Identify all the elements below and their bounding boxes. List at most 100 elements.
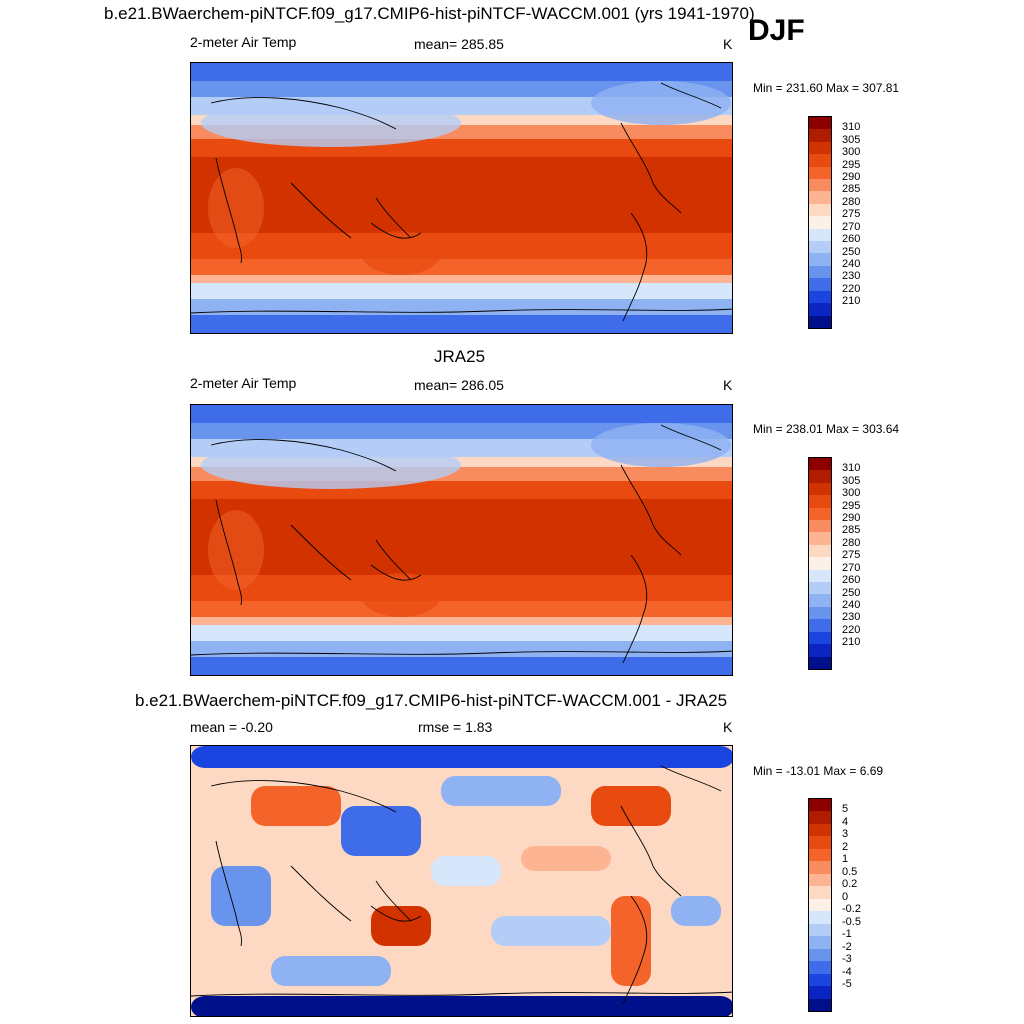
- coastline: [191, 991, 732, 997]
- colorbar-tick-label: -3: [842, 953, 852, 966]
- temperature-band: [191, 233, 732, 259]
- coastline: [620, 464, 682, 556]
- coastline: [660, 82, 722, 109]
- colorbar-tick-label: 310: [842, 462, 861, 475]
- field-region: [211, 866, 271, 926]
- panel3-minmax-label: Min = -13.01 Max = 6.69: [753, 764, 884, 778]
- colorbar-swatch: [809, 557, 831, 570]
- colorbar-tick-label: 295: [842, 499, 861, 512]
- colorbar-tick-label: 230: [842, 270, 861, 283]
- colorbar-swatch: [809, 129, 831, 142]
- panel2-map-svg: [191, 405, 732, 675]
- colorbar-tick-label: 230: [842, 611, 861, 624]
- colorbar-tick-label: 290: [842, 171, 861, 184]
- temperature-band: [191, 457, 732, 467]
- colorbar-swatch: [809, 936, 831, 949]
- coastline: [290, 182, 422, 239]
- coastline: [191, 650, 732, 656]
- colorbar-tick-label: 240: [842, 257, 861, 270]
- panel3-colorbar: [808, 798, 832, 1012]
- temperature-band: [191, 575, 732, 601]
- colorbar-swatch: [809, 973, 831, 987]
- field-region: [591, 423, 731, 467]
- temperature-band: [191, 315, 732, 333]
- panel1-map: [190, 62, 733, 334]
- colorbar-tick-label: 305: [842, 474, 861, 487]
- colorbar-tick-label: 5: [842, 803, 849, 816]
- coastline: [290, 865, 422, 922]
- panel3-map-svg: [191, 746, 732, 1016]
- temperature-band: [191, 625, 732, 641]
- colorbar-tick-label: 290: [842, 512, 861, 525]
- colorbar-swatch: [809, 799, 831, 812]
- colorbar-tick-label: 300: [842, 146, 861, 159]
- panel3-rmse-label: rmse = 1.83: [418, 719, 493, 735]
- colorbar-swatch: [809, 117, 831, 130]
- coastline: [375, 197, 412, 239]
- colorbar-swatch: [809, 278, 831, 291]
- field-region: [271, 956, 391, 986]
- field-region: [441, 776, 561, 806]
- colorbar-swatch: [809, 520, 831, 533]
- colorbar-swatch: [809, 290, 831, 304]
- colorbar-swatch: [809, 848, 831, 862]
- colorbar-swatch: [809, 619, 831, 632]
- coastline: [215, 840, 242, 947]
- colorbar-tick-label: 240: [842, 598, 861, 611]
- panel2-minmax-label: Min = 238.01 Max = 303.64: [753, 422, 900, 436]
- colorbar-tick-label: -0.5: [842, 915, 861, 928]
- panel2-title: JRA25: [434, 347, 486, 366]
- colorbar-swatch: [809, 203, 831, 217]
- panel2-variable-label: 2-meter Air Temp: [190, 375, 297, 391]
- coastline: [191, 308, 732, 314]
- field-region: [591, 786, 671, 826]
- colorbar-swatch: [809, 253, 831, 266]
- colorbar-swatch: [809, 886, 831, 899]
- temperature-band: [191, 283, 732, 299]
- field-region: [251, 786, 341, 826]
- panel1-mean-label: mean= 285.85: [414, 36, 504, 52]
- field-region: [521, 846, 611, 871]
- temperature-band: [191, 275, 732, 283]
- panel1-minmax-label: Min = 231.60 Max = 307.81: [753, 81, 900, 95]
- colorbar-swatch: [809, 569, 831, 583]
- colorbar-swatch: [809, 216, 831, 229]
- colorbar-swatch: [809, 961, 831, 974]
- colorbar-tick-label: -2: [842, 940, 852, 953]
- colorbar-swatch: [809, 265, 831, 279]
- field-region: [361, 573, 441, 617]
- colorbar-swatch: [809, 656, 831, 669]
- colorbar-tick-label: 0: [842, 890, 849, 903]
- colorbar-swatch: [809, 948, 831, 962]
- colorbar-tick-label: 210: [842, 295, 861, 308]
- field-region: [191, 746, 732, 768]
- colorbar-swatch: [809, 495, 831, 508]
- coastline: [210, 439, 397, 472]
- coastline: [375, 880, 412, 922]
- coastline: [375, 539, 412, 581]
- temperature-band: [191, 423, 732, 439]
- panel1-colorbar: [808, 116, 832, 329]
- colorbar-swatch: [809, 228, 831, 242]
- field-region: [201, 99, 461, 147]
- colorbar-tick-label: 285: [842, 524, 861, 537]
- colorbar-swatch: [809, 141, 831, 155]
- temperature-band: [191, 157, 732, 233]
- colorbar-swatch: [809, 998, 831, 1011]
- colorbar-swatch: [809, 458, 831, 471]
- colorbar-tick-label: 270: [842, 561, 861, 574]
- colorbar-tick-label: 310: [842, 121, 861, 134]
- temperature-band: [191, 259, 732, 275]
- panel1-units-label: K: [723, 36, 733, 52]
- temperature-band: [191, 601, 732, 617]
- season-label: DJF: [748, 14, 805, 47]
- colorbar-swatch: [809, 166, 831, 180]
- colorbar-swatch: [809, 836, 831, 849]
- colorbar-tick-label: -0.2: [842, 903, 861, 916]
- field-region: [611, 896, 651, 986]
- colorbar-tick-label: 220: [842, 623, 861, 636]
- temperature-band: [191, 115, 732, 125]
- colorbar-swatch: [809, 861, 831, 874]
- colorbar-tick-label: 260: [842, 574, 861, 587]
- colorbar-tick-label: 305: [842, 133, 861, 146]
